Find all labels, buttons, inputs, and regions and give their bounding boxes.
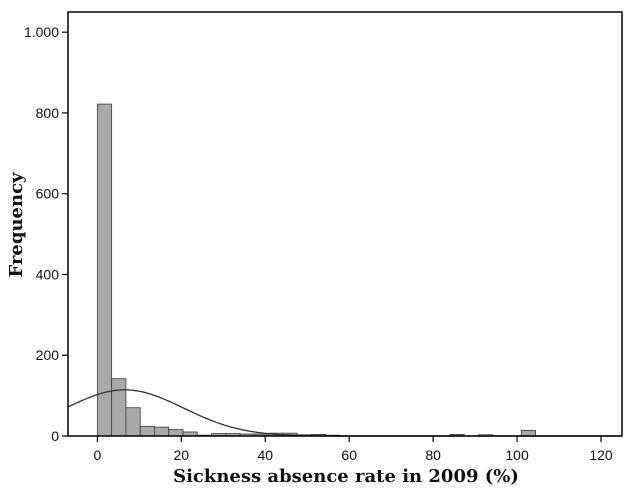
x-tick-label-5: 100 xyxy=(505,447,529,463)
x-axis-ticks: 0 20 40 60 80 100 120 xyxy=(93,436,613,463)
y-axis-ticks: 0 200 400 600 800 1.000 xyxy=(24,24,68,444)
x-tick-label-4: 80 xyxy=(425,447,441,463)
histogram-bar-1 xyxy=(111,378,127,437)
x-tick-label-2: 40 xyxy=(257,447,273,463)
x-tick-label-0: 0 xyxy=(93,447,101,463)
y-tick-label-0: 0 xyxy=(51,428,59,444)
histogram-bars xyxy=(96,103,536,437)
y-tick-label-1: 200 xyxy=(36,347,60,363)
y-tick-label-2: 400 xyxy=(36,266,60,282)
x-axis-title: Sickness absence rate in 2009 (%) xyxy=(173,466,519,487)
histogram-bar-0 xyxy=(96,103,113,437)
y-tick-label-4: 800 xyxy=(36,105,60,121)
x-tick-label-6: 120 xyxy=(589,447,613,463)
x-tick-label-3: 60 xyxy=(341,447,357,463)
histogram-bar-19 xyxy=(520,429,536,437)
y-tick-label-5: 1.000 xyxy=(24,24,59,40)
y-axis-title: Frequency xyxy=(6,172,27,278)
histogram-bar-3 xyxy=(139,425,155,437)
histogram-bar-5 xyxy=(168,429,184,437)
histogram-bar-4 xyxy=(154,426,170,437)
y-tick-label-3: 600 xyxy=(36,186,60,202)
plot-frame xyxy=(67,11,623,437)
x-tick-label-1: 20 xyxy=(174,447,190,463)
histogram-bar-2 xyxy=(125,407,141,437)
